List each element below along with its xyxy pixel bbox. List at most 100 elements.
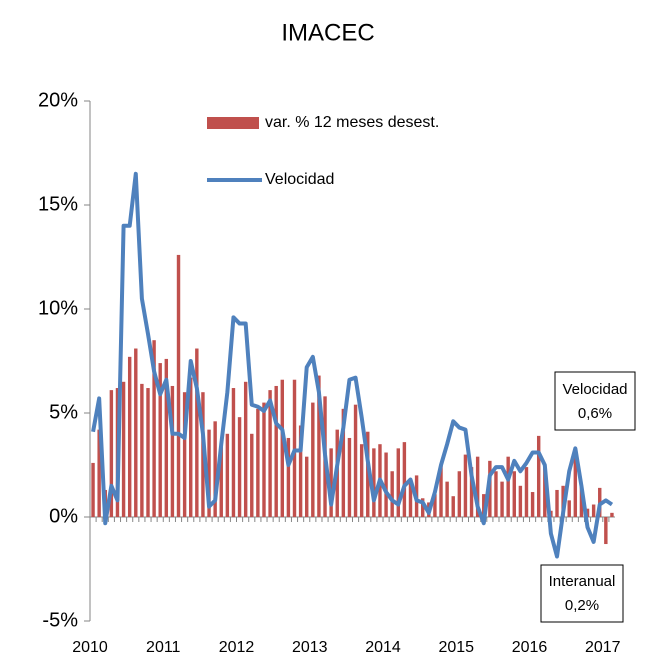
bar [134,348,138,517]
bar [268,390,272,517]
bar [396,448,400,517]
bar [274,385,278,517]
bar [536,435,541,517]
bar [195,348,199,517]
bar [158,363,162,517]
annotation-text: 0,2% [565,597,599,614]
legend-label: Velocidad [265,171,334,188]
legend-label: var. % 12 meses desest. [265,114,439,131]
bar [439,465,443,517]
x-tick-label: 2015 [438,639,474,656]
bar [445,481,449,517]
line [91,171,614,559]
bar [146,388,150,517]
bar [207,429,211,517]
x-tick-label: 2016 [512,639,548,656]
bar [292,379,297,517]
bar [482,494,486,517]
bar [225,433,230,517]
bar [579,485,584,517]
bar [317,375,321,517]
bar [359,444,364,517]
bar [372,448,376,517]
bar [555,489,559,517]
bar [311,402,315,517]
bar [140,383,144,517]
x-tick-label: 2010 [72,639,108,656]
bar [610,512,614,517]
y-tick-label: 20% [38,89,78,111]
bar [457,471,462,517]
chart-title: IMACEC [281,19,374,46]
bar [506,456,510,517]
bar [567,500,571,517]
bar [469,467,474,517]
bar [530,492,535,517]
plot: -5% 0% 5% 10% 15% 20% 2010 2011 2012 2013 2014 2015… [38,89,621,656]
bar [109,390,114,517]
y-tick-label: 15% [38,193,78,215]
bar [573,456,578,517]
bar [262,402,266,517]
annotation-interanual: Interanual 0,2% [540,564,624,623]
bar [213,421,217,517]
bar [433,494,437,517]
bar [408,479,413,517]
bar [176,254,181,518]
bar [494,471,498,517]
x-tick-label: 2012 [219,639,255,656]
bar [341,408,346,517]
bar [512,471,516,517]
bar [420,498,425,517]
bar [543,465,547,517]
x-tick-label: 2013 [292,639,328,656]
bar [329,448,333,517]
bar [518,485,523,517]
y-tick-label: 0% [49,505,78,527]
bar [286,437,291,517]
bar [97,429,101,517]
bar [500,481,504,517]
bar [256,408,260,517]
bar [305,456,309,517]
x-tick-label: 2011 [146,639,181,656]
bar [604,517,608,545]
bar [237,417,242,517]
bar [91,462,95,517]
bar [182,392,187,517]
bar [164,358,169,517]
bar [231,388,236,517]
bar [402,442,407,517]
bar [219,444,223,517]
bar [390,471,394,517]
y-tick-label: -5% [42,609,78,631]
x-tick-label: 2017 [585,639,621,656]
annotation-box [540,564,624,623]
annotation-text: Velocidad [562,381,627,398]
bar [127,356,132,517]
bar [250,433,254,517]
annotation-text: Interanual [549,573,616,590]
y-tick-label: 5% [49,401,78,423]
bar [189,377,193,517]
annotation-box [554,371,636,431]
y-tick-label: 10% [38,297,78,319]
bar [463,454,468,517]
bar [243,381,248,517]
bar [170,385,175,517]
bar [298,425,303,517]
bar [347,437,352,517]
bar [121,381,126,517]
bar [591,504,596,517]
bar [280,379,285,517]
bar [524,467,529,517]
bar [366,431,370,517]
x-tick-label: 2014 [365,639,401,656]
legend-swatch [207,117,259,129]
bar [152,340,156,517]
annotation-text: 0,6% [578,405,612,422]
bar [353,404,358,517]
bar [384,452,388,517]
bar [451,496,455,517]
